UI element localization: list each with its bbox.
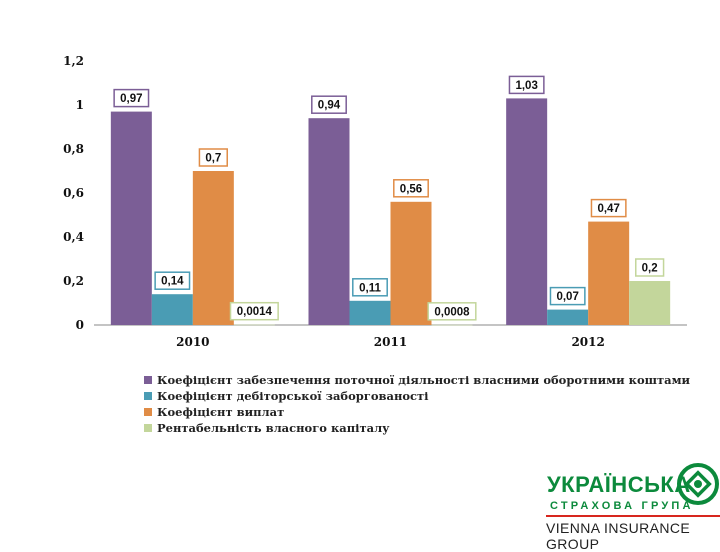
data-label-box <box>549 286 586 306</box>
data-label: 0,14 <box>161 276 184 288</box>
y-tick-label: 0 <box>76 318 84 332</box>
data-label-box <box>427 302 477 321</box>
bar <box>506 98 548 326</box>
y-tick-label: 0,4 <box>63 230 84 244</box>
legend-item: Коефіцієнт дебіторської заборгованості <box>144 388 690 404</box>
bar <box>110 111 152 325</box>
data-label-box <box>635 258 665 277</box>
y-tick-label: 0,6 <box>63 186 84 200</box>
legend-item: Коефіцієнт забезпечення поточної діяльно… <box>144 372 690 388</box>
data-label: 0,0014 <box>237 306 273 318</box>
data-label: 0,47 <box>597 203 619 215</box>
data-label-box <box>590 198 627 218</box>
data-label: 0,97 <box>120 93 142 105</box>
x-tick-label: 2012 <box>571 335 604 349</box>
bar <box>151 294 193 325</box>
chart-bars <box>110 98 671 326</box>
data-label-box <box>508 75 545 95</box>
y-tick-label: 0,2 <box>63 274 84 288</box>
data-label: 0,7 <box>205 153 221 165</box>
legend-label: Коефіцієнт виплат <box>157 405 285 419</box>
legend-swatch <box>144 408 152 416</box>
data-label: 1,03 <box>515 80 537 92</box>
bar <box>629 281 671 325</box>
legend-label: Рентабельність власного капіталу <box>157 421 390 435</box>
logo-text-line3: VIENNA INSURANCE GROUP <box>546 520 691 552</box>
y-tick-label: 1 <box>76 98 84 112</box>
data-label: 0,94 <box>318 100 341 112</box>
data-label: 0,0008 <box>434 306 470 318</box>
y-tick-label: 0,8 <box>63 142 84 156</box>
bar <box>233 324 275 326</box>
bar <box>547 309 589 325</box>
chart-legend: Коефіцієнт забезпечення поточної діяльно… <box>144 372 690 436</box>
data-label-box <box>229 301 279 321</box>
logo-text-line2: СТРАХОВА ГРУПА <box>550 500 694 512</box>
data-label: 0,11 <box>359 282 381 294</box>
bar <box>588 221 630 325</box>
x-tick-label: 2010 <box>176 335 209 349</box>
legend-label: Коефіцієнт дебіторської заборгованості <box>157 389 429 403</box>
data-label: 0,2 <box>642 263 658 275</box>
data-label-box <box>198 148 228 167</box>
bar <box>349 300 391 325</box>
y-tick-label: 1,2 <box>63 54 84 68</box>
logo-divider <box>546 515 720 517</box>
logo-text-line1: УКРАЇНСЬКА <box>547 472 691 497</box>
data-label-box <box>113 88 150 108</box>
bar <box>308 118 350 325</box>
legend-swatch <box>144 424 152 432</box>
company-logo: УКРАЇНСЬКА СТРАХОВА ГРУПА VIENNA INSURAN… <box>544 460 720 552</box>
data-label-box <box>393 179 429 198</box>
logo-knot-icon <box>677 463 719 505</box>
x-tick-label: 2011 <box>374 335 407 349</box>
data-label: 0,56 <box>400 183 422 195</box>
bar <box>192 171 234 325</box>
data-label: 0,07 <box>556 291 578 303</box>
bar <box>431 324 473 326</box>
data-label-box <box>311 95 347 114</box>
bar <box>390 201 432 325</box>
legend-swatch <box>144 392 152 400</box>
legend-swatch <box>144 376 152 384</box>
legend-item: Рентабельність власного капіталу <box>144 420 690 436</box>
data-label-box <box>352 278 388 297</box>
legend-label: Коефіцієнт забезпечення поточної діяльно… <box>157 373 691 387</box>
chart-data-labels: 0,97 0,14 0,7 0,0014 0,94 0,11 0,56 0,0008 1,03 0… <box>113 75 665 321</box>
legend-item: Коефіцієнт виплат <box>144 404 690 420</box>
data-label-box <box>154 271 191 290</box>
